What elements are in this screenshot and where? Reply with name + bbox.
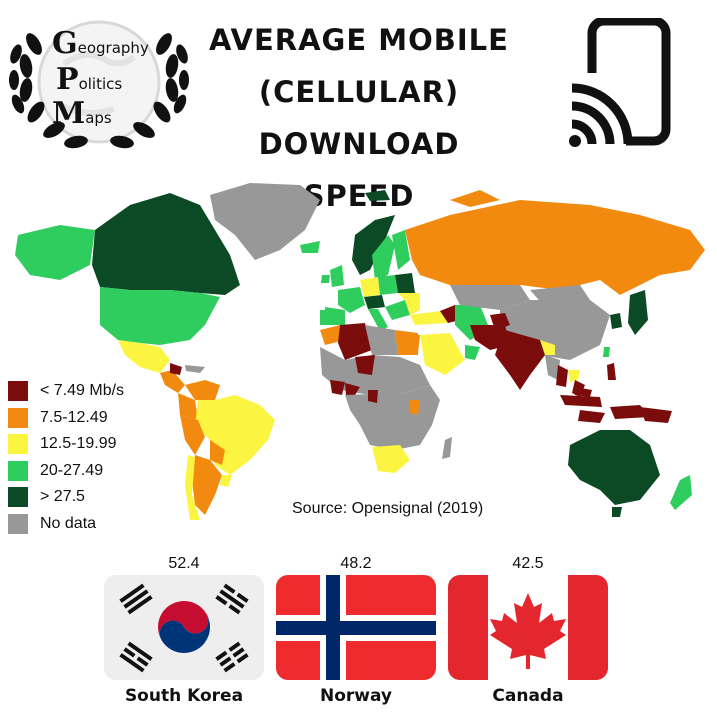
country-card-canada: 42.5 Canada [448,555,608,706]
legend-swatch [8,460,28,481]
legend-swatch [8,407,28,428]
country-name: Norway [319,686,393,706]
region-mexico [118,340,170,373]
logo-line-politics: Politics [56,62,123,97]
region-papua [640,407,672,423]
title-line-3: DOWNLOAD SPEED [258,127,460,213]
legend-item: 12.5-19.99 [8,431,124,458]
region-new-zealand [670,475,692,510]
region-argentina [192,455,222,515]
country-name: Canada [492,686,564,706]
region-usa [100,287,220,345]
source-note: Source: Opensignal (2019) [292,500,484,517]
speed-value: 48.2 [340,555,372,572]
region-australia [568,430,660,505]
region-venezuela [185,380,220,400]
laurel-wreath-globe-icon [9,20,189,149]
legend-item: 20-27.49 [8,458,124,485]
region-italy [368,309,388,331]
region-central-africa [345,385,440,450]
legend-label: 7.5-12.49 [40,408,108,426]
region-greenland [210,183,320,260]
country-card-south-korea: 52.4 South Korea [104,555,264,706]
legend: < 7.49 Mb/s 7.5-12.49 12.5-19.99 20-27.4… [8,378,124,537]
region-spain [325,307,345,325]
region-finland [392,230,410,270]
world-map [15,183,705,520]
legend-item: > 27.5 [8,484,124,511]
region-sweden [372,235,395,280]
legend-swatch [8,434,28,455]
legend-swatch [8,487,28,508]
region-turkey [410,311,448,325]
region-egypt [395,330,418,355]
region-myanmar [545,355,560,380]
legend-label: No data [40,514,97,532]
logo: Geography Politics Maps [4,4,196,164]
region-sahel [320,347,430,395]
speed-value: 52.4 [168,555,200,572]
south-korea-flag-icon [104,575,264,680]
region-thailand [556,365,568,387]
region-germany [360,277,380,297]
country-name: South Korea [124,686,244,706]
region-chile [185,455,200,520]
region-colombia [178,393,198,420]
region-south-africa [372,445,410,473]
region-japan [628,290,648,335]
legend-label: 12.5-19.99 [40,435,117,453]
legend-label: < 7.49 Mb/s [40,382,125,400]
region-canada [92,193,240,295]
region-central-america [160,370,185,393]
legend-label: > 27.5 [40,488,85,506]
region-france [338,287,365,313]
logo-line-maps: Maps [52,96,112,131]
legend-swatch [8,513,28,534]
legend-item: 7.5-12.49 [8,405,124,432]
title-line-1: AVERAGE MOBILE [209,23,509,57]
canada-flag-icon [448,575,608,680]
region-norway [352,215,395,275]
legend-item: < 7.49 Mb/s [8,378,124,405]
legend-swatch [8,381,28,402]
region-saudi-arabia [420,333,465,375]
phone-signal-icon [566,16,678,148]
region-libya [365,325,398,355]
country-card-norway: 48.2 Norway [276,555,436,706]
page-title: AVERAGE MOBILE (CELLULAR) DOWNLOAD SPEED [200,14,518,222]
legend-item: No data [8,511,124,538]
region-uk [330,265,344,287]
legend-label: 20-27.49 [40,461,104,479]
speed-value: 42.5 [512,555,544,572]
logo-line-geography: Geography [52,26,149,61]
region-kazakhstan [450,285,530,310]
norway-flag-icon [276,575,436,680]
region-algeria [338,323,372,360]
region-india [495,330,545,390]
region-alaska [15,225,95,280]
region-south-korea [610,313,622,329]
title-line-2: (CELLULAR) [258,75,460,109]
region-russia [405,200,705,295]
